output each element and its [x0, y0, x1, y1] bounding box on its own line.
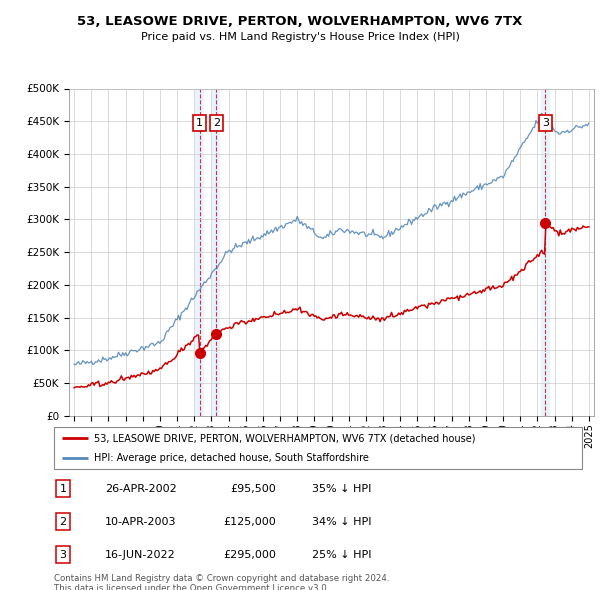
Text: 16-JUN-2022: 16-JUN-2022	[105, 550, 176, 559]
Text: 1: 1	[196, 118, 203, 128]
Text: £95,500: £95,500	[230, 484, 276, 493]
Text: Contains HM Land Registry data © Crown copyright and database right 2024.
This d: Contains HM Land Registry data © Crown c…	[54, 574, 389, 590]
Text: 53, LEASOWE DRIVE, PERTON, WOLVERHAMPTON, WV6 7TX (detached house): 53, LEASOWE DRIVE, PERTON, WOLVERHAMPTON…	[94, 433, 475, 443]
Text: 26-APR-2002: 26-APR-2002	[105, 484, 177, 493]
Bar	[196, 88, 204, 416]
Text: Price paid vs. HM Land Registry's House Price Index (HPI): Price paid vs. HM Land Registry's House …	[140, 32, 460, 42]
Text: HPI: Average price, detached house, South Staffordshire: HPI: Average price, detached house, Sout…	[94, 454, 368, 463]
Bar	[212, 88, 220, 416]
FancyBboxPatch shape	[54, 427, 582, 469]
Text: 10-APR-2003: 10-APR-2003	[105, 517, 176, 526]
Text: 35% ↓ HPI: 35% ↓ HPI	[312, 484, 371, 493]
Text: £295,000: £295,000	[223, 550, 276, 559]
Text: 3: 3	[59, 550, 67, 559]
Text: £125,000: £125,000	[223, 517, 276, 526]
Text: 2: 2	[212, 118, 220, 128]
Text: 1: 1	[59, 484, 67, 493]
Text: 2: 2	[59, 517, 67, 526]
Text: 3: 3	[542, 118, 549, 128]
Text: 25% ↓ HPI: 25% ↓ HPI	[312, 550, 371, 559]
Bar	[541, 88, 550, 416]
Text: 53, LEASOWE DRIVE, PERTON, WOLVERHAMPTON, WV6 7TX: 53, LEASOWE DRIVE, PERTON, WOLVERHAMPTON…	[77, 15, 523, 28]
Text: 34% ↓ HPI: 34% ↓ HPI	[312, 517, 371, 526]
